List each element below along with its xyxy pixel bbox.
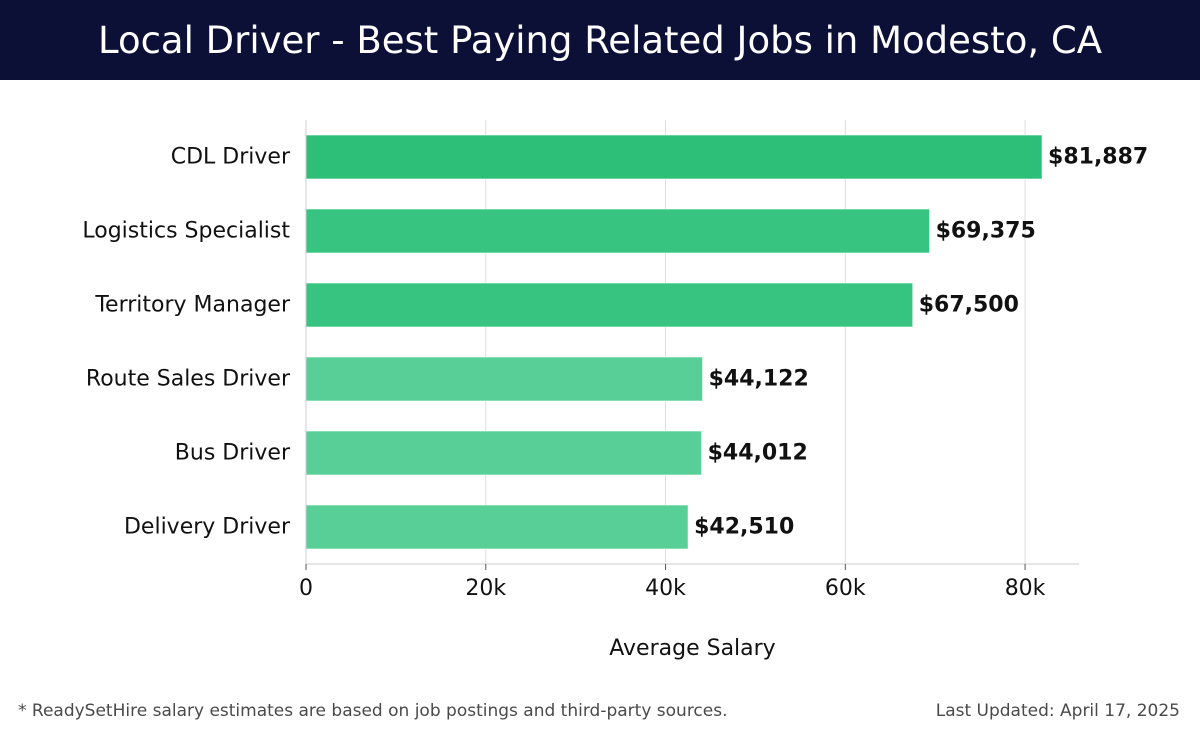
- data-label: $69,375: [936, 219, 1036, 244]
- x-axis-label: Average Salary: [609, 636, 775, 661]
- footnote: * ReadySetHire salary estimates are base…: [18, 701, 728, 721]
- x-tick-label: 40k: [645, 576, 686, 601]
- bar: [305, 134, 1043, 180]
- salary-bar-chart: CDL Driver $81,887 Logistics Specialist $69…: [82, 120, 1148, 661]
- category-label: Delivery Driver: [124, 515, 291, 540]
- bar: [305, 208, 931, 254]
- data-label: $44,122: [709, 367, 809, 392]
- bar: [305, 430, 703, 476]
- x-tick-label: 60k: [825, 576, 866, 601]
- data-label: $44,012: [708, 441, 808, 466]
- category-label: Bus Driver: [175, 441, 291, 466]
- x-tick-label: 0: [299, 576, 313, 601]
- data-label: $67,500: [919, 293, 1019, 318]
- last-updated: Last Updated: April 17, 2025: [935, 701, 1180, 721]
- bar: [305, 282, 914, 328]
- bar: [305, 504, 689, 550]
- data-label: $42,510: [694, 515, 794, 540]
- x-tick-label: 80k: [1005, 576, 1046, 601]
- chart-header: Local Driver - Best Paying Related Jobs …: [0, 0, 1200, 80]
- category-label: Route Sales Driver: [86, 367, 291, 392]
- bar: [305, 356, 704, 402]
- category-label: CDL Driver: [171, 145, 291, 170]
- category-label: Logistics Specialist: [82, 219, 290, 244]
- category-label: Territory Manager: [94, 293, 291, 318]
- x-tick-label: 20k: [465, 576, 506, 601]
- data-label: $81,887: [1048, 145, 1148, 170]
- chart-title: Local Driver - Best Paying Related Jobs …: [97, 18, 1103, 62]
